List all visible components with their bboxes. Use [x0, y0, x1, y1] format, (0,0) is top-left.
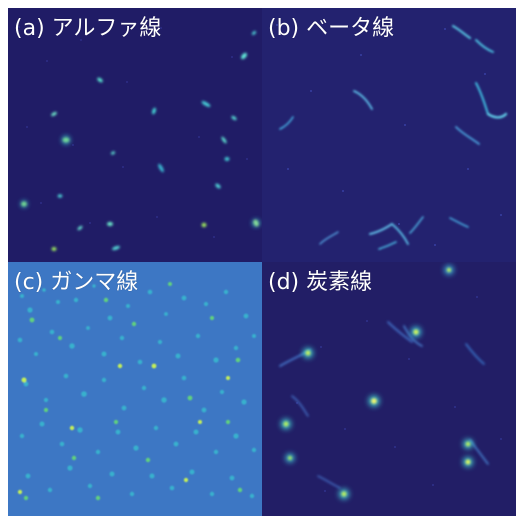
- carbon-track-image: [262, 262, 516, 516]
- gamma-track-image: [8, 262, 262, 516]
- panel-label-alpha: (a) アルファ線: [14, 16, 162, 41]
- alpha-track-image: [8, 8, 262, 262]
- panel-gamma: (c) ガンマ線: [8, 262, 262, 516]
- panel-label-gamma: (c) ガンマ線: [14, 270, 139, 295]
- panel-carbon: (d) 炭素線: [262, 262, 516, 516]
- beta-track-image: [262, 8, 516, 262]
- panel-label-beta: (b) ベータ線: [268, 16, 395, 41]
- panel-beta: (b) ベータ線: [262, 8, 516, 262]
- panel-label-carbon: (d) 炭素線: [268, 270, 373, 295]
- panel-alpha: (a) アルファ線: [8, 8, 262, 262]
- radiation-image-grid: (a) アルファ線: [8, 8, 516, 516]
